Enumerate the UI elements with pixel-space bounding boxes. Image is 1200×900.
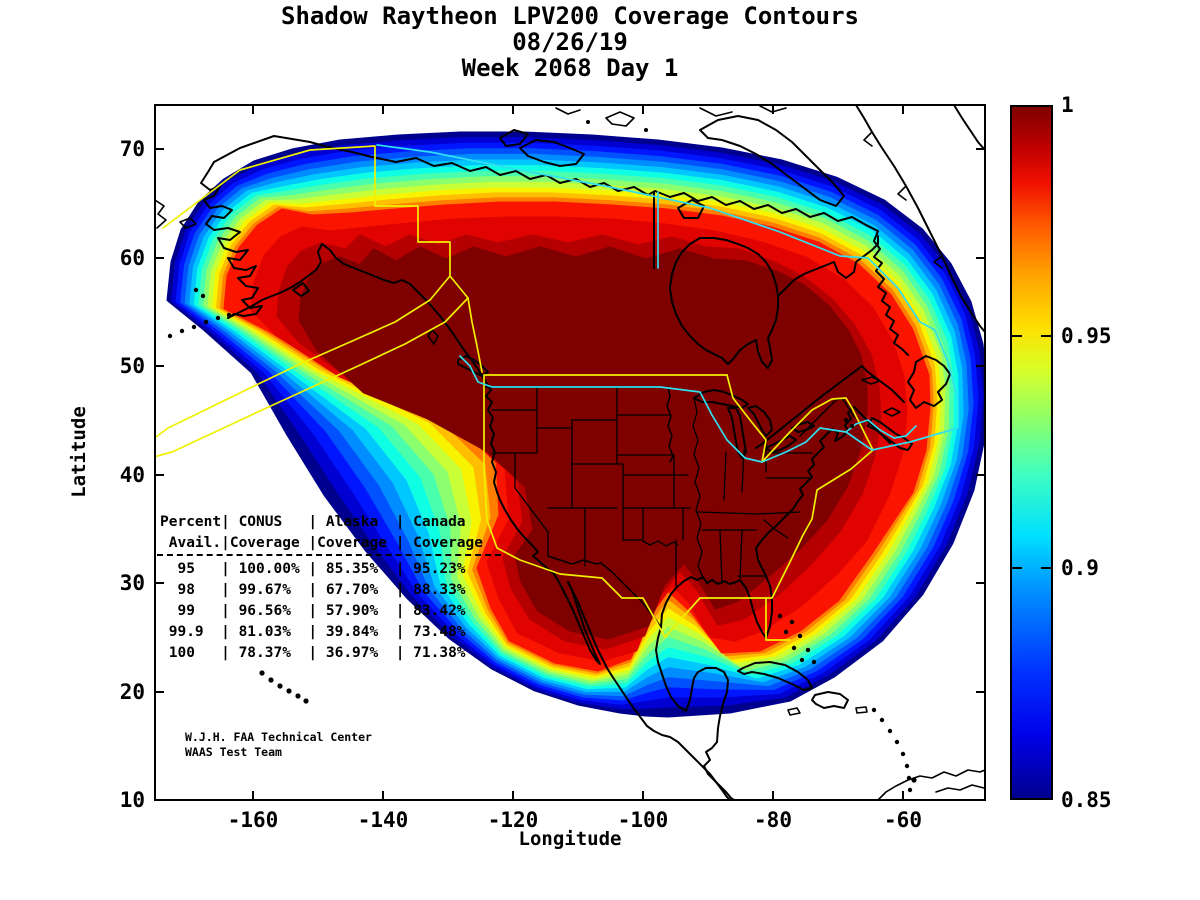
colorbar (1010, 105, 1053, 800)
colorbar-tick-1: 1 (1061, 93, 1074, 117)
y-tick-50: 50 (119, 354, 145, 378)
y-tick-20: 20 (119, 680, 145, 704)
credit-line-2: WAAS Test Team (185, 745, 282, 759)
y-tick-10: 10 (119, 788, 145, 812)
colorbar-tick-0.95: 0.95 (1061, 324, 1112, 348)
x-tick--120: -120 (487, 808, 539, 832)
credit-text: W.J.H. FAA Technical Center WAAS Test Te… (185, 730, 372, 760)
table-row: 99 | 96.56% | 57.90% | 83.42% (160, 603, 466, 619)
table-row: 99.9 | 81.03% | 39.84% | 73.48% (160, 624, 466, 640)
y-tick-60: 60 (119, 246, 145, 270)
x-tick--140: -140 (357, 808, 409, 832)
x-axis-label: Longitude (518, 828, 622, 850)
table-header-row: Avail.|Coverage |Coverage | Coverage (160, 535, 484, 551)
availability-table: Percent| CONUS | Alaska | Canada Avail.|… (160, 512, 483, 664)
credit-line-1: W.J.H. FAA Technical Center (185, 730, 372, 744)
y-tick-30: 30 (119, 571, 145, 595)
table-row: 100 | 78.37% | 36.97% | 71.38% (160, 645, 466, 661)
availability-table-divider (157, 554, 501, 556)
chart-subtitle-date: 08/26/19 (512, 28, 628, 56)
y-tick-70: 70 (119, 137, 145, 161)
table-header-row: Percent| CONUS | Alaska | Canada (160, 514, 466, 530)
x-tick--80: -80 (754, 808, 792, 832)
table-row: 95 | 100.00% | 85.35% | 95.23% (160, 561, 466, 577)
chart-subtitle-week: Week 2068 Day 1 (461, 54, 679, 82)
x-tick--160: -160 (227, 808, 279, 832)
x-tick--60: -60 (884, 808, 922, 832)
x-tick--100: -100 (617, 808, 669, 832)
chart-title: Shadow Raytheon LPV200 Coverage Contours (281, 2, 859, 30)
y-tick-40: 40 (119, 463, 145, 487)
colorbar-tick-0.9: 0.9 (1061, 556, 1099, 580)
table-row: 98 | 99.67% | 67.70% | 88.33% (160, 582, 466, 598)
colorbar-tick-0.85: 0.85 (1061, 788, 1112, 812)
